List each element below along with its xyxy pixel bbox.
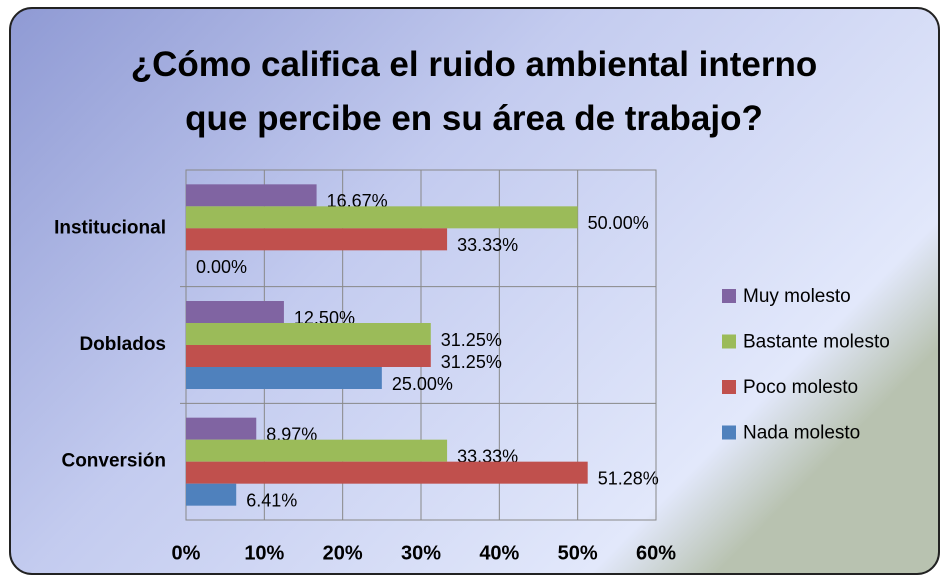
x-tick-label: 60% — [636, 542, 676, 564]
bar — [186, 483, 237, 506]
value-label: 33.33% — [457, 235, 518, 255]
legend-swatch — [722, 289, 736, 303]
value-label: 6.41% — [246, 490, 297, 510]
value-label: 0.00% — [196, 257, 247, 277]
chart-title: ¿Cómo califica el ruido ambiental intern… — [130, 45, 818, 138]
legend-swatch — [722, 425, 736, 440]
legend-swatch — [722, 380, 736, 394]
x-tick-label: 0% — [172, 542, 201, 564]
bar — [186, 345, 431, 367]
x-tick-label: 50% — [558, 542, 598, 564]
bar — [186, 206, 578, 229]
y-tick-label: Doblados — [79, 334, 166, 355]
y-tick-label: Institucional — [54, 217, 166, 238]
x-tick-label: 40% — [479, 542, 519, 564]
legend-swatch — [722, 334, 736, 349]
value-label: 50.00% — [588, 213, 649, 233]
value-label: 16.67% — [327, 191, 388, 211]
value-label: 31.25% — [441, 352, 502, 372]
y-tick-label: Conversión — [61, 451, 166, 472]
value-label: 31.25% — [441, 330, 502, 350]
bar — [186, 184, 317, 207]
value-label: 8.97% — [266, 424, 317, 444]
bar — [186, 439, 448, 462]
legend-label: Muy molesto — [743, 286, 851, 307]
legend-label: Bastante molesto — [743, 332, 890, 353]
value-label: 25.00% — [392, 374, 453, 394]
x-tick-label: 30% — [401, 542, 441, 564]
x-tick-label: 20% — [323, 542, 363, 564]
value-label: 33.33% — [457, 446, 518, 466]
legend-label: Nada molesto — [743, 423, 860, 444]
bar — [186, 367, 382, 389]
bar — [186, 228, 448, 251]
bar — [186, 417, 257, 440]
bar — [186, 301, 284, 323]
bar — [186, 461, 588, 484]
legend-label: Poco molesto — [743, 377, 858, 398]
value-label: 51.28% — [598, 468, 659, 488]
bar — [186, 323, 431, 345]
value-label: 12.50% — [294, 308, 355, 328]
x-tick-label: 10% — [244, 542, 284, 564]
